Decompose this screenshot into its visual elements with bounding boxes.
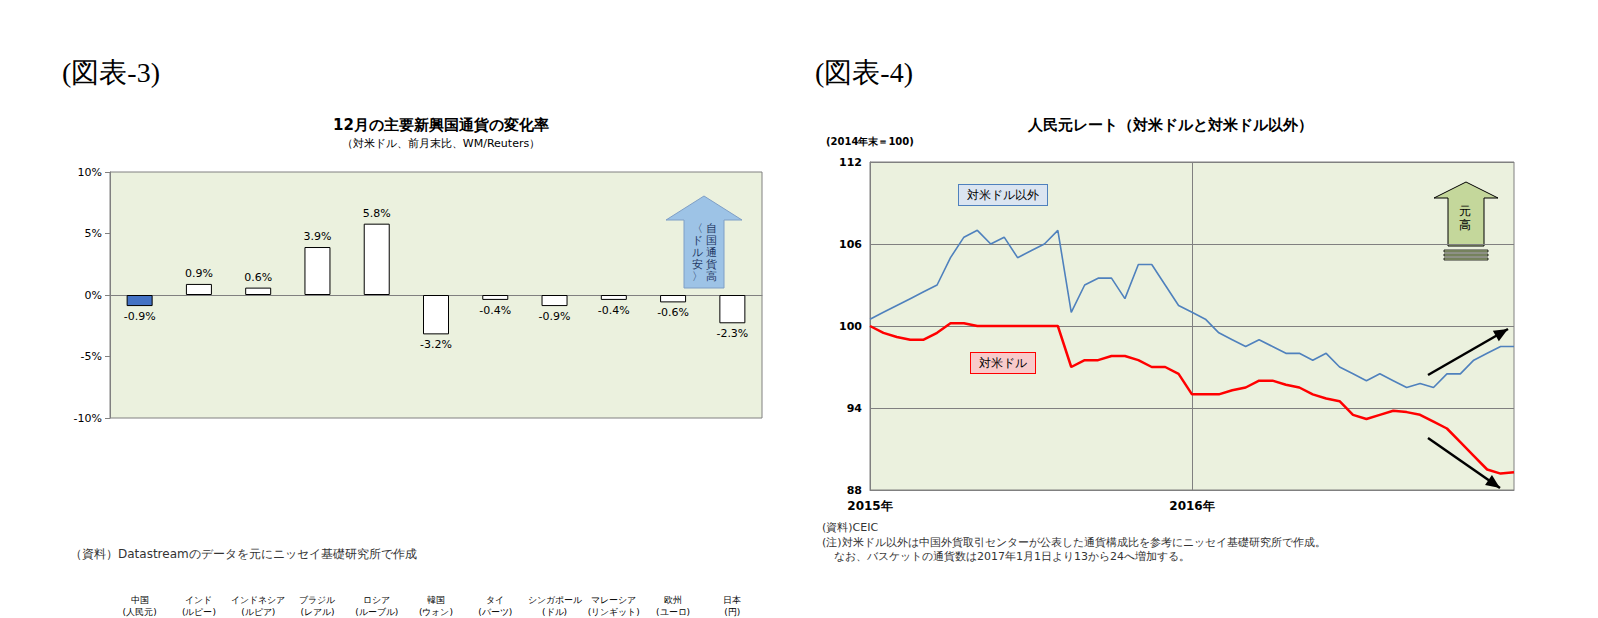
svg-text:国: 国 xyxy=(706,233,717,247)
svg-text:日本: 日本 xyxy=(723,595,741,605)
svg-text:対米ドル: 対米ドル xyxy=(979,356,1027,370)
svg-text:12月の主要新興国通貨の変化率: 12月の主要新興国通貨の変化率 xyxy=(333,116,549,134)
svg-text:高: 高 xyxy=(706,270,717,283)
svg-text:(ユーロ): (ユーロ) xyxy=(656,607,690,617)
svg-text:106: 106 xyxy=(839,238,862,251)
svg-text:-0.6%: -0.6% xyxy=(657,306,689,319)
svg-text:-2.3%: -2.3% xyxy=(716,327,748,340)
svg-text:2015年: 2015年 xyxy=(847,499,892,513)
svg-text:(ルーブル): (ルーブル) xyxy=(355,607,398,617)
svg-text:(リンギット): (リンギット) xyxy=(588,607,640,617)
svg-text:(2014年末＝100): (2014年末＝100) xyxy=(826,136,914,147)
svg-text:-10%: -10% xyxy=(74,412,102,425)
svg-text:100: 100 xyxy=(839,320,862,333)
svg-text:ブラジル: ブラジル xyxy=(299,595,335,605)
svg-text:〉: 〉 xyxy=(692,270,703,283)
svg-text:0%: 0% xyxy=(85,289,102,302)
svg-text:5.8%: 5.8% xyxy=(363,207,391,220)
svg-text:-0.9%: -0.9% xyxy=(124,310,156,323)
svg-text:貨: 貨 xyxy=(706,257,717,271)
svg-text:(ドル): (ドル) xyxy=(542,607,567,617)
svg-text:韓国: 韓国 xyxy=(427,595,445,605)
svg-text:シンガポール: シンガポール xyxy=(528,595,582,605)
svg-text:(人民元): (人民元) xyxy=(123,607,157,617)
svg-text:(図表-4): (図表-4) xyxy=(815,57,913,88)
svg-text:3.9%: 3.9% xyxy=(303,230,331,243)
svg-text:インドネシア: インドネシア xyxy=(231,595,285,605)
svg-text:2016年: 2016年 xyxy=(1169,499,1214,513)
svg-text:(円): (円) xyxy=(724,607,740,617)
svg-text:0.9%: 0.9% xyxy=(185,267,213,280)
svg-text:中国: 中国 xyxy=(131,595,149,605)
svg-text:ド: ド xyxy=(692,233,703,247)
svg-text:安: 安 xyxy=(692,257,703,271)
svg-text:(資料)CEIC: (資料)CEIC xyxy=(822,521,878,534)
svg-text:5%: 5% xyxy=(85,227,102,240)
svg-text:自: 自 xyxy=(706,221,717,235)
svg-text:(ルピー): (ルピー) xyxy=(182,607,216,617)
svg-text:元: 元 xyxy=(1459,204,1471,218)
svg-text:（対米ドル、前月末比、WM/Reuters）: （対米ドル、前月末比、WM/Reuters） xyxy=(342,137,540,150)
svg-text:(注)対米ドル以外は中国外貨取引センターが公表した通貨構成比: (注)対米ドル以外は中国外貨取引センターが公表した通貨構成比を参考にニッセイ基礎… xyxy=(822,536,1326,549)
svg-text:(レアル): (レアル) xyxy=(300,607,334,617)
svg-text:(図表-3): (図表-3) xyxy=(62,57,160,88)
svg-text:対米ドル以外: 対米ドル以外 xyxy=(967,188,1039,202)
svg-text:(ルピア): (ルピア) xyxy=(241,607,275,617)
svg-text:-3.2%: -3.2% xyxy=(420,338,452,351)
svg-text:高: 高 xyxy=(1459,218,1471,232)
svg-text:94: 94 xyxy=(847,402,863,415)
svg-text:タイ: タイ xyxy=(486,595,504,605)
svg-text:ル: ル xyxy=(692,245,703,259)
svg-text:（資料）Datastreamのデータを元にニッセイ基礎研究所: （資料）Datastreamのデータを元にニッセイ基礎研究所で作成 xyxy=(70,547,417,561)
svg-text:10%: 10% xyxy=(78,166,102,179)
svg-text:欧州: 欧州 xyxy=(664,595,682,605)
svg-text:112: 112 xyxy=(839,156,862,169)
svg-text:(バーツ): (バーツ) xyxy=(478,607,512,617)
svg-text:なお、バスケットの通貨数は2017年1月1日より13から24: なお、バスケットの通貨数は2017年1月1日より13から24へ増加する。 xyxy=(834,550,1190,563)
svg-text:-0.4%: -0.4% xyxy=(598,304,630,317)
svg-text:-0.4%: -0.4% xyxy=(479,304,511,317)
svg-text:-5%: -5% xyxy=(81,350,102,363)
svg-text:(ウォン): (ウォン) xyxy=(419,607,453,617)
svg-text:-0.9%: -0.9% xyxy=(539,310,571,323)
svg-text:人民元レート（対米ドルと対米ドル以外）: 人民元レート（対米ドルと対米ドル以外） xyxy=(1027,116,1313,134)
svg-text:ロシア: ロシア xyxy=(363,595,390,605)
svg-text:マレーシア: マレーシア xyxy=(591,595,636,605)
svg-text:88: 88 xyxy=(847,484,862,497)
svg-text:0.6%: 0.6% xyxy=(244,271,272,284)
svg-text:インド: インド xyxy=(185,595,212,605)
svg-text:通: 通 xyxy=(706,245,717,259)
